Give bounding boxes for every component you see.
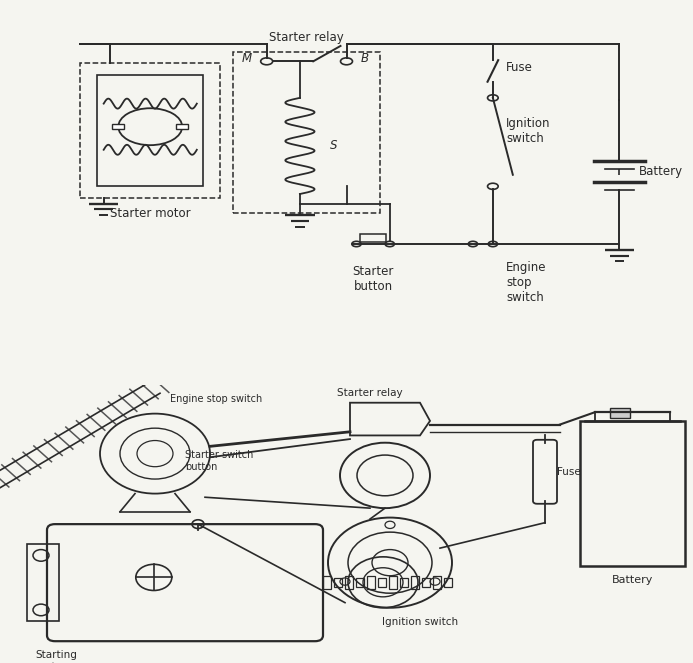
Text: Starter switch
button: Starter switch button bbox=[185, 450, 254, 471]
Text: M: M bbox=[242, 52, 252, 65]
Text: Battery: Battery bbox=[639, 165, 683, 178]
Bar bbox=[97, 75, 204, 186]
Bar bbox=[378, 578, 386, 587]
Text: Ignition
switch: Ignition switch bbox=[506, 117, 551, 145]
Bar bbox=[323, 575, 331, 589]
Text: Fuse: Fuse bbox=[557, 467, 581, 477]
Text: Fuse: Fuse bbox=[506, 60, 533, 74]
Text: Starting
motor: Starting motor bbox=[35, 650, 77, 663]
Text: Starter
button: Starter button bbox=[353, 265, 394, 293]
Text: B: B bbox=[361, 52, 369, 65]
Text: Engine stop switch: Engine stop switch bbox=[170, 394, 262, 404]
Bar bbox=[389, 575, 397, 589]
Bar bbox=[345, 575, 353, 589]
Bar bbox=[367, 575, 375, 589]
Text: S: S bbox=[330, 139, 337, 152]
Bar bbox=[112, 124, 124, 129]
Bar bbox=[360, 233, 387, 242]
Bar bbox=[334, 578, 342, 587]
Text: Starter motor: Starter motor bbox=[110, 208, 191, 221]
Bar bbox=[580, 421, 685, 566]
Bar bbox=[400, 578, 408, 587]
Text: Ignition switch: Ignition switch bbox=[382, 617, 458, 627]
Bar bbox=[176, 124, 188, 129]
Bar bbox=[234, 52, 380, 213]
Text: Battery: Battery bbox=[612, 575, 653, 585]
Bar bbox=[356, 578, 364, 587]
Bar bbox=[27, 544, 59, 621]
Text: Starter relay: Starter relay bbox=[269, 31, 344, 44]
Text: Starter relay: Starter relay bbox=[337, 388, 403, 398]
Bar bbox=[444, 578, 452, 587]
Text: Engine
stop
switch: Engine stop switch bbox=[506, 261, 547, 304]
Bar bbox=[610, 408, 630, 418]
Bar bbox=[433, 575, 441, 589]
Bar bbox=[422, 578, 430, 587]
Bar bbox=[411, 575, 419, 589]
Bar bbox=[80, 63, 220, 198]
